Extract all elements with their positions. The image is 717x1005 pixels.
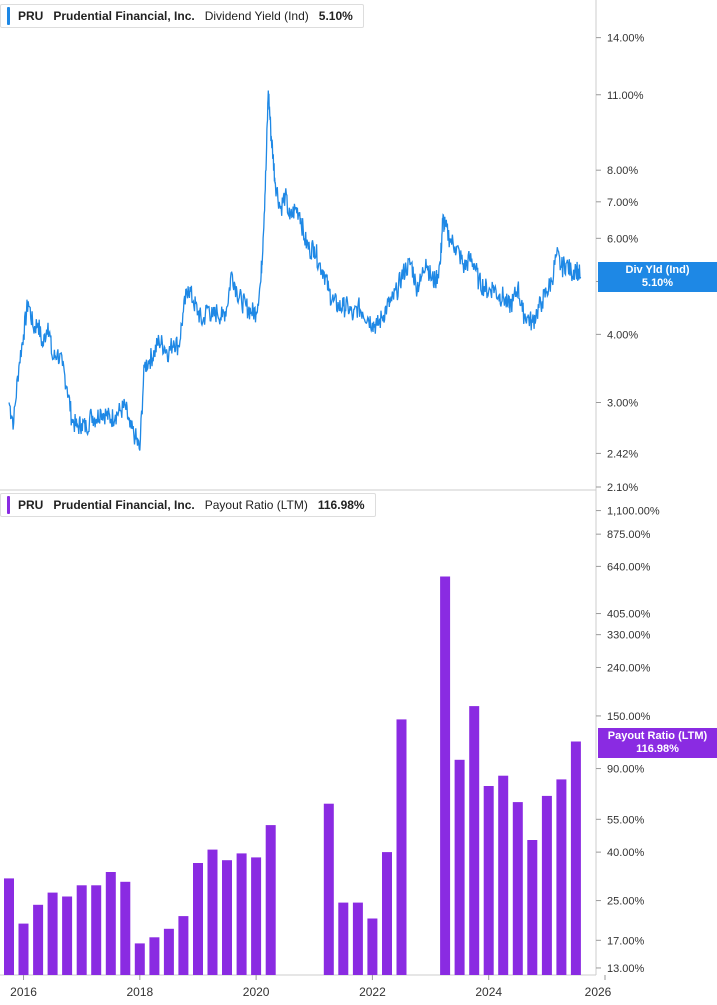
payout-bar [163, 928, 174, 975]
payout-bar [120, 881, 131, 975]
payout-tick-label: 90.00% [607, 764, 645, 776]
yield-tick-label: 11.00% [607, 90, 644, 102]
payout-bar [91, 885, 102, 975]
payout-value-badge: Payout Ratio (LTM) 116.98% [598, 728, 717, 758]
payout-bar [367, 918, 378, 975]
payout-legend-value: 116.98% [317, 498, 365, 512]
payout-bar [251, 857, 262, 975]
payout-bar [440, 576, 451, 975]
payout-bar [134, 943, 145, 975]
yield-tick-label: 14.00% [607, 33, 645, 45]
payout-tick-label: 150.00% [607, 711, 651, 723]
x-tick-label: 2016 [10, 985, 37, 999]
payout-bar [222, 860, 232, 975]
yield-legend-metric: Dividend Yield (Ind) [204, 9, 309, 23]
payout-bar [33, 904, 44, 975]
payout-legend-company: Prudential Financial, Inc. [53, 498, 195, 512]
yield-tick-label: 3.00% [607, 398, 638, 410]
payout-tick-label: 640.00% [607, 561, 651, 573]
payout-legend-metric: Payout Ratio (LTM) [204, 498, 308, 512]
payout-bar [149, 937, 160, 975]
x-tick-label: 2026 [585, 985, 612, 999]
payout-tick-label: 13.00% [607, 963, 645, 975]
payout-bar [236, 853, 247, 975]
yield-tick-label: 2.42% [607, 448, 638, 460]
payout-tick-label: 25.00% [607, 896, 645, 908]
payout-bar [193, 863, 203, 975]
payout-bar [483, 786, 494, 975]
yield-value-badge: Div Yld (Ind) 5.10% [598, 262, 717, 292]
payout-tick-label: 55.00% [607, 814, 645, 826]
yield-tick-label: 6.00% [607, 233, 638, 245]
yield-tick-label: 4.00% [607, 329, 638, 341]
payout-bar [527, 840, 538, 975]
payout-bar [556, 779, 567, 975]
payout-bar [265, 825, 276, 975]
yield-badge-value: 5.10% [641, 277, 674, 289]
payout-bar [454, 759, 465, 975]
payout-bar [382, 852, 392, 975]
payout-bar [541, 795, 552, 975]
yield-tick-label: 8.00% [607, 165, 638, 177]
payout-bar [338, 902, 349, 975]
payout-legend-ticker: PRU [18, 498, 44, 512]
payout-bar [570, 741, 581, 975]
payout-bar [207, 849, 218, 975]
payout-tick-label: 17.00% [607, 935, 645, 947]
payout-tick-label: 330.00% [607, 630, 651, 642]
payout-y-axis: 1,100.00% 875.00% 640.00% 405.00% 330.00% 240… [596, 506, 660, 975]
payout-tick-label: 405.00% [607, 609, 651, 621]
x-tick-label: 2018 [126, 985, 153, 999]
payout-bars [4, 576, 581, 975]
payout-bar [47, 892, 58, 975]
payout-tick-label: 875.00% [607, 529, 651, 541]
yield-legend: PRU Prudential Financial, Inc. Dividend … [0, 4, 364, 28]
yield-legend-ticker: PRU [18, 9, 44, 23]
payout-bar [352, 902, 363, 975]
x-tick-label: 2020 [243, 985, 270, 999]
x-tick-label: 2024 [475, 985, 502, 999]
payout-bar [498, 775, 509, 975]
payout-legend: PRU Prudential Financial, Inc. Payout Ra… [0, 493, 376, 517]
payout-bar [512, 802, 523, 975]
payout-bar [469, 706, 480, 975]
payout-badge-label: Payout Ratio (LTM) [607, 730, 708, 742]
yield-tick-label: 7.00% [607, 197, 638, 209]
x-tick-label: 2022 [359, 985, 386, 999]
payout-bar [4, 878, 14, 975]
payout-legend-swatch [7, 496, 10, 514]
payout-badge-value: 116.98% [636, 743, 679, 755]
payout-bar [323, 803, 334, 975]
payout-bar [62, 896, 73, 975]
payout-bar [105, 872, 116, 975]
yield-legend-value: 5.10% [318, 9, 353, 23]
x-axis: 2016 2018 2020 2022 2024 2026 [10, 975, 612, 999]
payout-tick-label: 240.00% [607, 662, 651, 674]
yield-line [8, 90, 582, 451]
payout-bar [18, 923, 29, 975]
payout-tick-label: 1,100.00% [607, 506, 660, 518]
payout-bar [76, 885, 87, 975]
yield-legend-swatch [7, 7, 10, 25]
yield-tick-label: 2.10% [607, 482, 638, 494]
payout-bar [396, 719, 407, 975]
yield-legend-company: Prudential Financial, Inc. [53, 9, 195, 23]
payout-tick-label: 40.00% [607, 847, 645, 859]
payout-bar [178, 916, 189, 975]
yield-badge-label: Div Yld (Ind) [625, 264, 690, 276]
